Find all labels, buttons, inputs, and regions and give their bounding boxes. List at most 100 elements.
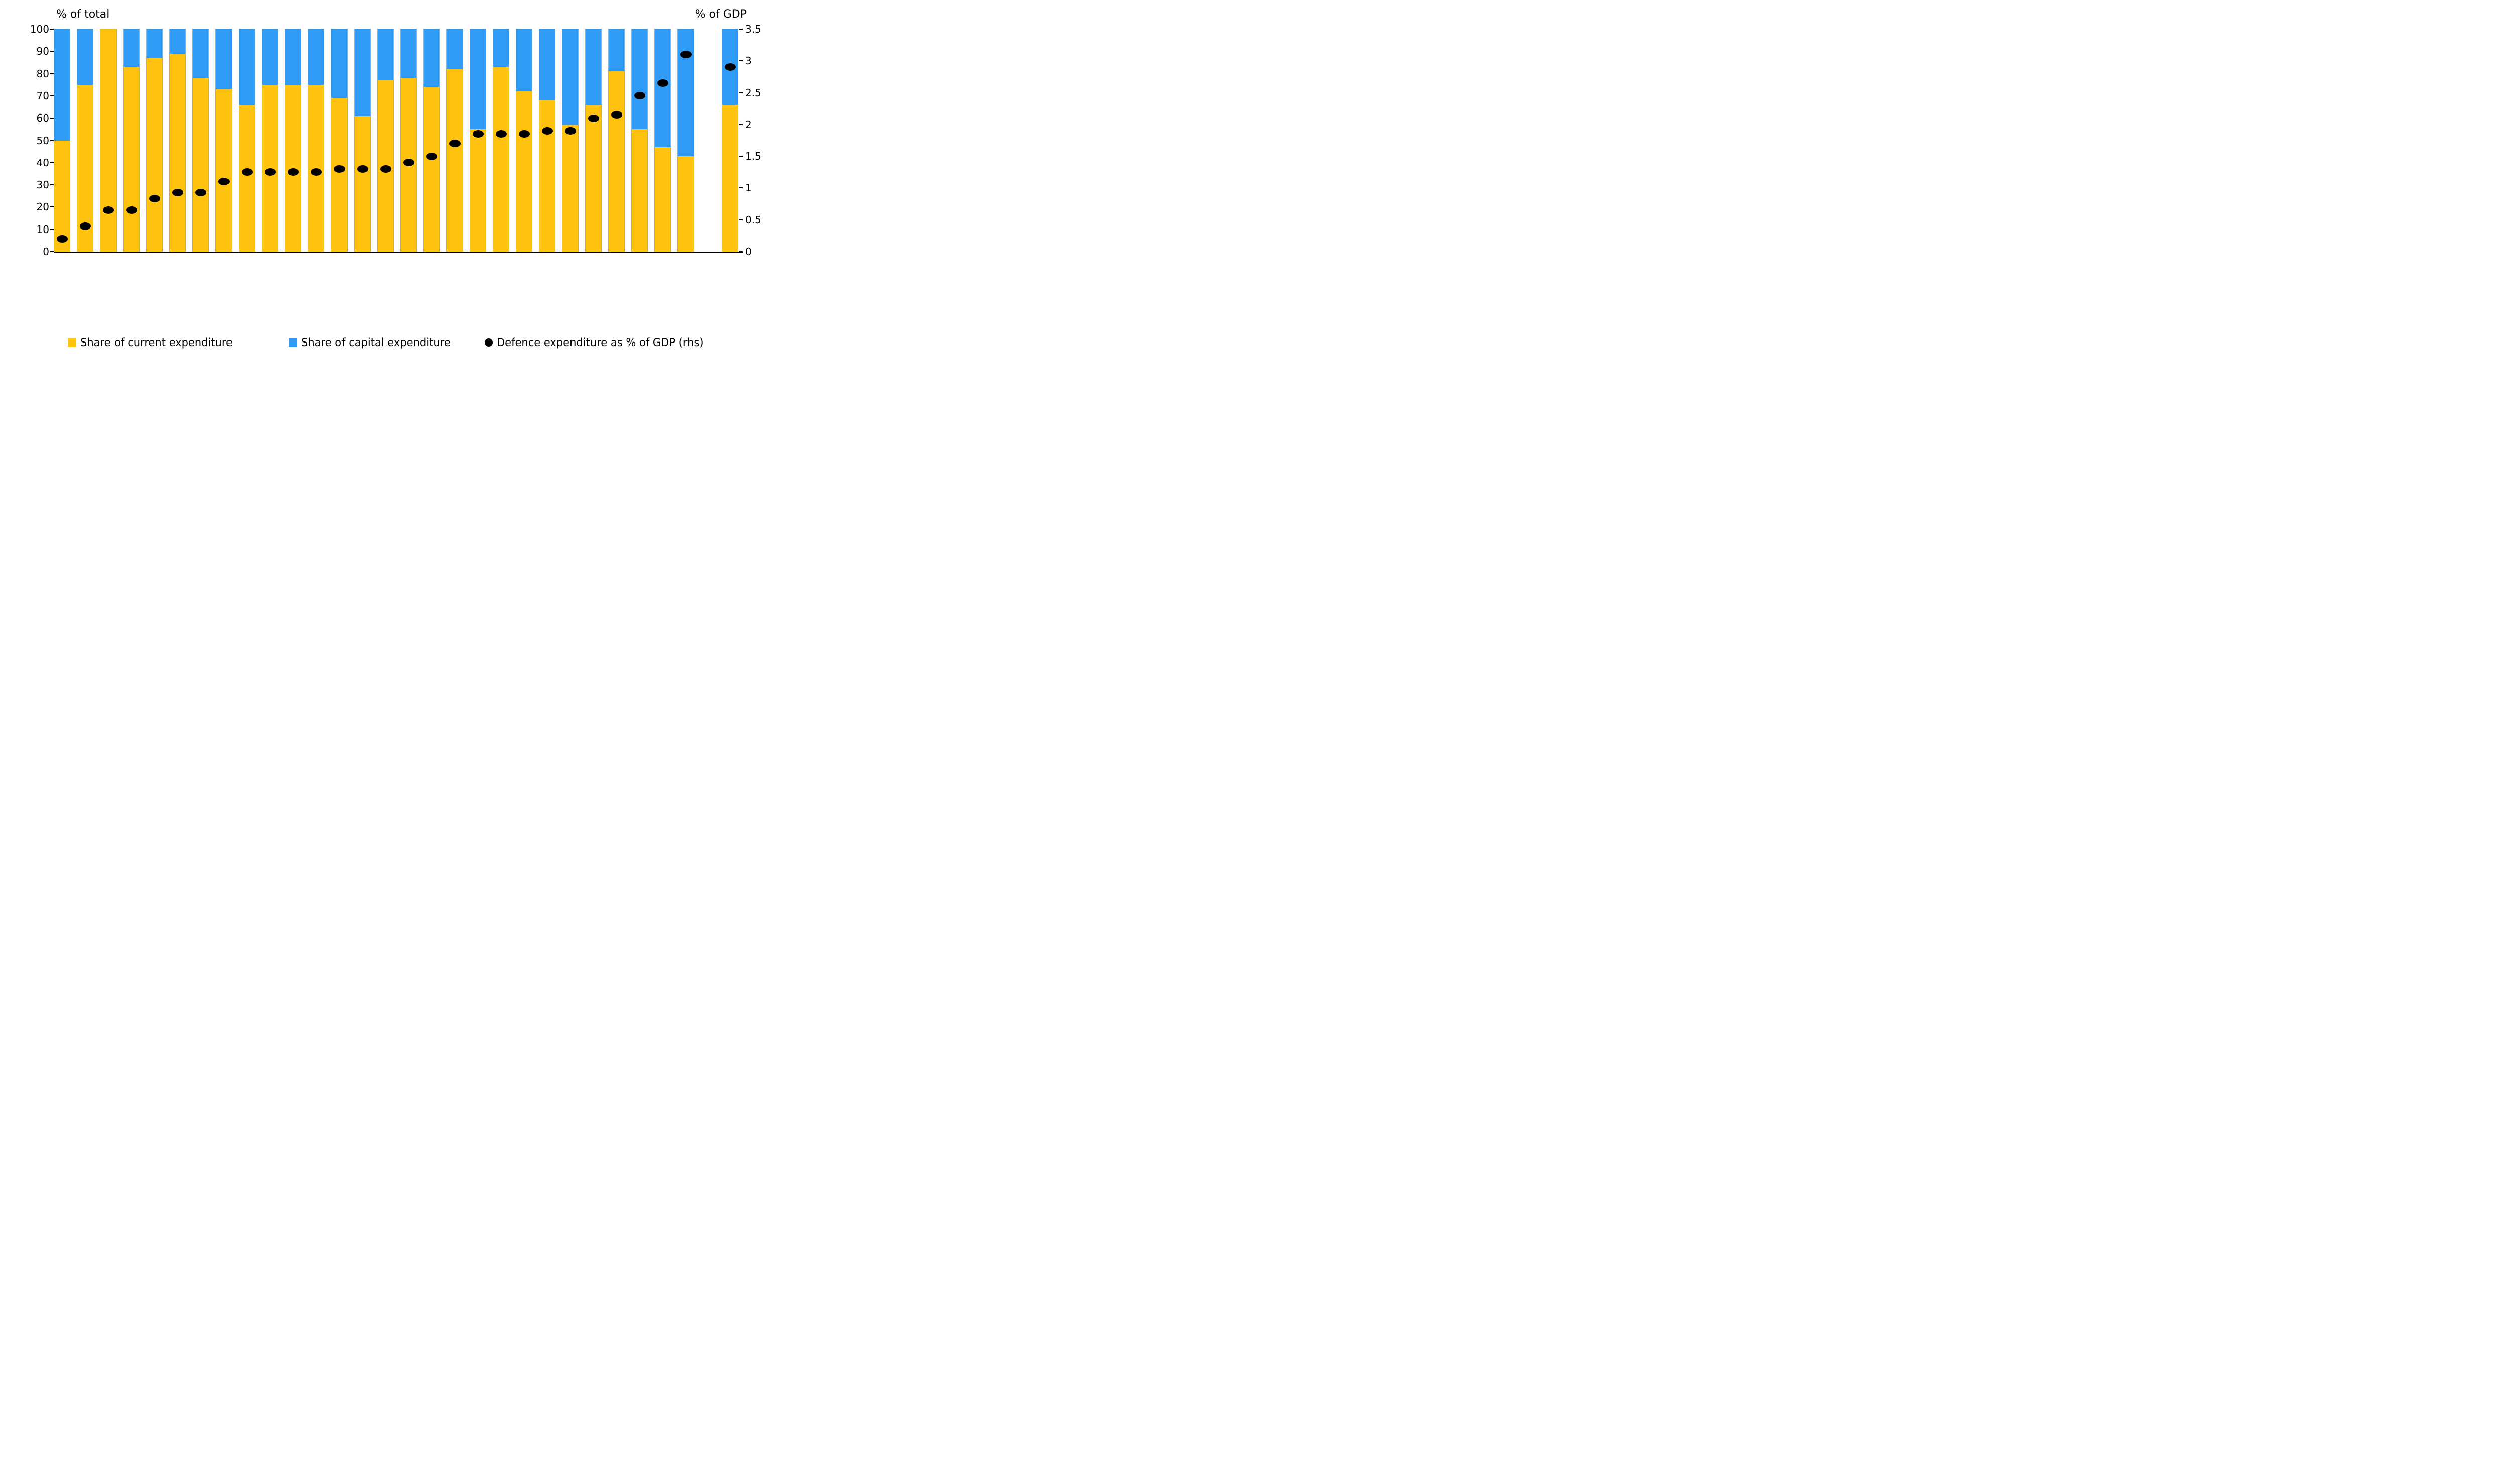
bar-column [722, 29, 738, 252]
current-expenditure-segment [262, 84, 278, 252]
gdp-dot [541, 127, 553, 135]
gdp-dot [611, 111, 622, 119]
current-expenditure-segment [447, 69, 463, 252]
current-expenditure-segment [586, 104, 601, 252]
left-axis-tick-mark [50, 118, 54, 119]
capital-expenditure-segment [331, 29, 347, 98]
bar-column [585, 29, 602, 252]
capital-expenditure-segment [308, 29, 324, 85]
left-axis-tick-mark [50, 51, 54, 52]
capital-expenditure-segment [262, 29, 278, 85]
gdp-dot [102, 206, 114, 214]
bar-column [654, 29, 671, 252]
current-expenditure-segment [216, 89, 232, 252]
legend-label: Share of current expenditure [80, 336, 233, 349]
capital-expenditure-segment [539, 29, 555, 100]
left-axis-tick-label: 30 [36, 179, 49, 191]
left-axis-tick-label: 60 [36, 112, 49, 125]
capital-expenditure-segment [562, 29, 578, 125]
stacked-bar-chart: % of total % of GDP Share of current exp… [0, 0, 786, 371]
bar-column [562, 29, 579, 252]
capital-expenditure-segment [124, 29, 139, 67]
capital-expenditure-segment [54, 29, 70, 141]
capital-expenditure-segment [632, 29, 647, 130]
current-expenditure-segment [722, 104, 738, 252]
bar-column [377, 29, 394, 252]
gdp-dot [310, 168, 322, 176]
right-axis-tick-label: 3 [745, 55, 752, 67]
left-axis-tick-mark [50, 29, 54, 30]
current-expenditure-segment [539, 100, 555, 252]
capital-expenditure-segment [77, 29, 93, 85]
right-axis-tick-label: 1.5 [745, 150, 761, 163]
bar-column [146, 29, 163, 252]
gdp-dot [149, 195, 160, 203]
current-expenditure-segment [100, 29, 116, 252]
current-expenditure-segment [170, 53, 185, 252]
bar-column [262, 29, 278, 252]
bar-column [677, 29, 694, 252]
capital-expenditure-segment [470, 29, 486, 130]
current-expenditure-segment [424, 87, 439, 252]
capital-expenditure-segment [493, 29, 509, 67]
right-axis-tick-label: 3.5 [745, 23, 761, 35]
left-axis-tick-label: 10 [36, 223, 49, 236]
bar-column [192, 29, 209, 252]
right-axis-tick-label: 0.5 [745, 213, 761, 226]
right-axis-tick-mark [739, 60, 743, 62]
left-axis-tick-mark [50, 162, 54, 163]
gdp-dot [680, 51, 692, 59]
left-axis-tick-label: 50 [36, 134, 49, 147]
capital-expenditure-segment [609, 29, 624, 72]
current-expenditure-segment [470, 129, 486, 252]
gdp-dot [588, 114, 599, 122]
current-expenditure-segment [308, 84, 324, 252]
left-axis-tick-mark [50, 95, 54, 96]
gdp-dot [495, 130, 507, 138]
gdp-dot [218, 178, 230, 186]
gdp-dot [634, 92, 645, 100]
legend-item: Share of current expenditure [68, 336, 233, 349]
bar-column [493, 29, 509, 252]
right-axis-tick-label: 1 [745, 182, 752, 194]
capital-expenditure-segment [239, 29, 255, 105]
gdp-dot [426, 152, 437, 160]
bar-column [239, 29, 255, 252]
capital-expenditure-segment [516, 29, 532, 92]
gdp-dot [287, 168, 299, 176]
current-expenditure-segment [493, 67, 509, 252]
left-axis-tick-mark [50, 206, 54, 208]
current-expenditure-segment [655, 147, 670, 252]
gdp-dot [449, 140, 461, 148]
gdp-dot [126, 206, 137, 214]
current-expenditure-segment [54, 140, 70, 252]
current-expenditure-segment [331, 98, 347, 252]
right-axis-tick-label: 2 [745, 118, 752, 131]
legend: Share of current expenditure Share of cap… [0, 336, 786, 351]
bar-column [516, 29, 532, 252]
capital-expenditure-segment [401, 29, 416, 78]
gdp-dot [657, 79, 668, 87]
current-expenditure-segment [193, 78, 208, 252]
gdp-dot [403, 159, 414, 167]
bar-column [354, 29, 371, 252]
legend-label: Share of capital expenditure [301, 336, 451, 349]
gdp-dot [241, 168, 253, 176]
right-axis-title: % of GDP [695, 8, 747, 21]
current-expenditure-segment [239, 104, 255, 252]
gdp-dot [333, 165, 345, 173]
bar-column [539, 29, 555, 252]
x-axis-line [54, 252, 743, 253]
capital-expenditure-segment [147, 29, 162, 58]
right-axis-tick-mark [739, 124, 743, 125]
gdp-dot [564, 127, 576, 135]
capital-expenditure-segment [285, 29, 301, 85]
legend-label: Defence expenditure as % of GDP (rhs) [497, 336, 704, 349]
gdp-dot [380, 165, 391, 173]
capital-expenditure-segment [678, 29, 694, 156]
left-axis-tick-mark [50, 251, 54, 252]
gdp-dot [357, 165, 368, 173]
current-expenditure-segment [355, 116, 370, 252]
current-expenditure-segment [678, 156, 694, 252]
bar-column [169, 29, 186, 252]
